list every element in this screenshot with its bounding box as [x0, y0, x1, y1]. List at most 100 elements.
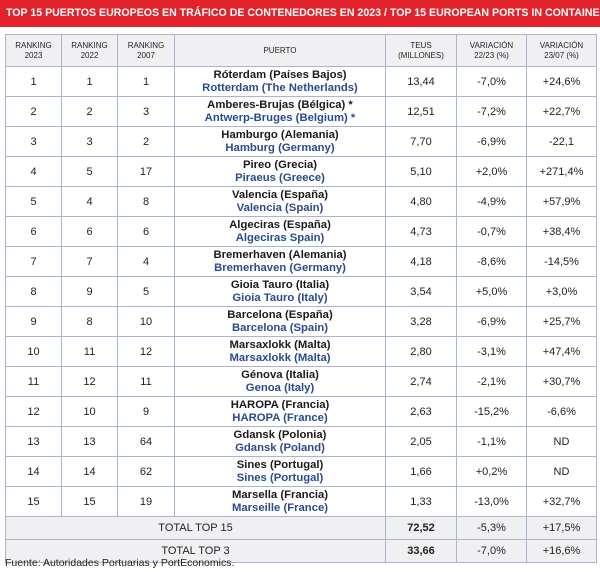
rank-2007: 11	[117, 366, 175, 397]
variation-23-07: +57,9%	[526, 186, 597, 217]
variation-23-07: ND	[526, 426, 597, 457]
port-name-es: Valencia (España)	[231, 188, 329, 201]
port-cell: Gioia Tauro (Italia) Gioia Tauro (Italy)	[174, 276, 386, 307]
port-cell: Róterdam (Países Bajos) Rotterdam (The Ne…	[174, 66, 386, 97]
variation-22-23: -8,6%	[456, 246, 527, 277]
port-name-es: Sines (Portugal)	[236, 458, 324, 471]
variation-22-23: -15,2%	[456, 396, 527, 427]
port-name-en: Sines (Portugal)	[236, 471, 324, 484]
variation-22-23: -3,1%	[456, 336, 527, 367]
variation-23-07: +271,4%	[526, 156, 597, 187]
rank-2022: 3	[61, 126, 118, 157]
rank-2023: 9	[5, 306, 62, 337]
rank-2022: 13	[61, 426, 118, 457]
rank-2007: 62	[117, 456, 175, 487]
variation-22-23: -7,2%	[456, 96, 527, 127]
total-teus: 33,66	[385, 539, 457, 563]
port-name-en: Antwerp-Bruges (Belgium) *	[204, 111, 356, 124]
rank-2022: 7	[61, 246, 118, 277]
port-name-en: Marsaxlokk (Malta)	[229, 351, 331, 364]
port-name-es: Hamburgo (Alemania)	[221, 128, 339, 141]
rank-2007: 4	[117, 246, 175, 277]
variation-23-07: +30,7%	[526, 366, 597, 397]
port-name-es: Bremerhaven (Alemania)	[213, 248, 347, 261]
teus-value: 4,73	[385, 216, 457, 247]
rank-2023: 8	[5, 276, 62, 307]
total-row-top3: TOTAL TOP 3 33,66 -7,0% +16,6%	[5, 539, 597, 563]
rank-2022: 8	[61, 306, 118, 337]
header-ranking-2022: RANKING 2022	[61, 34, 118, 67]
variation-22-23: -2,1%	[456, 366, 527, 397]
teus-value: 2,74	[385, 366, 457, 397]
rank-2007: 6	[117, 216, 175, 247]
source-note: Fuente: Autoridades Portuarias y PortEco…	[5, 557, 235, 569]
port-name-en: Valencia (Spain)	[236, 201, 324, 214]
port-name-en: Barcelona (Spain)	[231, 321, 329, 334]
rank-2022: 9	[61, 276, 118, 307]
port-name-es: Marsella (Francia)	[231, 488, 329, 501]
rank-2022: 14	[61, 456, 118, 487]
teus-value: 1,66	[385, 456, 457, 487]
table-row: 3 3 2 Hamburgo (Alemania) Hamburg (Germany) 7…	[5, 126, 597, 157]
port-cell: Valencia (España) Valencia (Spain)	[174, 186, 386, 217]
total-variation-23-07: +17,5%	[526, 516, 597, 540]
variation-22-23: -7,0%	[456, 66, 527, 97]
port-cell: Hamburgo (Alemania) Hamburg (Germany)	[174, 126, 386, 157]
variation-23-07: +24,6%	[526, 66, 597, 97]
port-cell: Gdansk (Polonia) Gdansk (Poland)	[174, 426, 386, 457]
teus-value: 12,51	[385, 96, 457, 127]
rank-2023: 6	[5, 216, 62, 247]
rank-2022: 11	[61, 336, 118, 367]
port-name-es: Gioia Tauro (Italia)	[230, 278, 330, 291]
rank-2023: 13	[5, 426, 62, 457]
variation-23-07: +47,4%	[526, 336, 597, 367]
table-row: 12 10 9 HAROPA (Francia) HAROPA (France) 2,63…	[5, 396, 597, 427]
rank-2023: 14	[5, 456, 62, 487]
port-name-en: Genoa (Italy)	[245, 381, 315, 394]
port-name-en: Hamburg (Germany)	[225, 141, 335, 154]
rank-2007: 1	[117, 66, 175, 97]
port-name-en: Marseille (France)	[231, 501, 329, 514]
variation-22-23: -13,0%	[456, 486, 527, 517]
teus-value: 3,28	[385, 306, 457, 337]
table-row: 9 8 10 Barcelona (España) Barcelona (Spain) 3…	[5, 306, 597, 337]
variation-23-07: +22,7%	[526, 96, 597, 127]
header-ranking-2007: RANKING 2007	[117, 34, 175, 67]
rank-2007: 19	[117, 486, 175, 517]
total-variation-22-23: -7,0%	[456, 539, 527, 563]
header-row: RANKING 2023 RANKING 2022 RANKING 2007 PUER…	[5, 34, 597, 67]
port-cell: HAROPA (Francia) HAROPA (France)	[174, 396, 386, 427]
port-name-es: Barcelona (España)	[227, 308, 333, 321]
port-cell: Algeciras (España) Algeciras Spain)	[174, 216, 386, 247]
rank-2023: 4	[5, 156, 62, 187]
port-name-es: Róterdam (Países Bajos)	[213, 68, 347, 81]
variation-23-07: +25,7%	[526, 306, 597, 337]
total-variation-23-07: +16,6%	[526, 539, 597, 563]
teus-value: 3,54	[385, 276, 457, 307]
teus-value: 2,63	[385, 396, 457, 427]
teus-value: 4,80	[385, 186, 457, 217]
table-row: 6 6 6 Algeciras (España) Algeciras Spain) 4,7…	[5, 216, 597, 247]
port-name-en: Algeciras Spain)	[235, 231, 325, 244]
rank-2023: 11	[5, 366, 62, 397]
rank-2022: 5	[61, 156, 118, 187]
rank-2007: 17	[117, 156, 175, 187]
table-row: 13 13 64 Gdansk (Polonia) Gdansk (Poland) 2,0…	[5, 426, 597, 457]
rank-2023: 15	[5, 486, 62, 517]
total-variation-22-23: -5,3%	[456, 516, 527, 540]
rank-2007: 64	[117, 426, 175, 457]
port-cell: Barcelona (España) Barcelona (Spain)	[174, 306, 386, 337]
header-variation-22-23: VARIACIÓN 22/23 (%)	[456, 34, 527, 67]
rank-2007: 8	[117, 186, 175, 217]
rank-2023: 12	[5, 396, 62, 427]
port-name-en: Piraeus (Greece)	[235, 171, 325, 184]
variation-22-23: +0,2%	[456, 456, 527, 487]
table-row: 1 1 1 Róterdam (Países Bajos) Rotterdam (The…	[5, 66, 597, 97]
port-name-es: Amberes-Brujas (Bélgica) *	[207, 98, 353, 111]
table-row: 4 5 17 Pireo (Grecia) Piraeus (Greece) 5,10 +2…	[5, 156, 597, 187]
total-row-top15: TOTAL TOP 15 72,52 -5,3% +17,5%	[5, 516, 597, 540]
port-cell: Pireo (Grecia) Piraeus (Greece)	[174, 156, 386, 187]
rank-2023: 3	[5, 126, 62, 157]
rank-2007: 5	[117, 276, 175, 307]
